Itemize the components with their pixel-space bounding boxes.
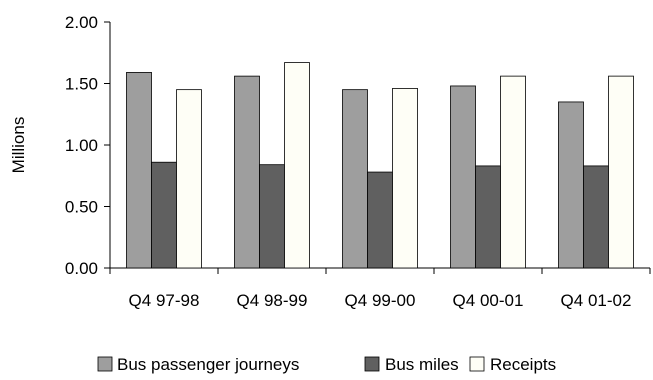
bars [126, 62, 634, 269]
y-tick-label: 1.50 [65, 75, 98, 94]
legend-swatch-bus-miles [364, 356, 380, 372]
x-axis: Q4 97-98 Q4 98-99 Q4 99-00 Q4 00-01 Q4 01-02 [109, 267, 651, 310]
legend-swatch-bus-passenger-journeys [97, 356, 113, 372]
bar-receipts [176, 89, 202, 269]
y-axis-label: Millions [9, 117, 28, 174]
bar-receipts [284, 62, 310, 269]
x-tick-label: Q4 97-98 [129, 291, 200, 310]
bar-bus-miles [367, 171, 393, 269]
x-tick-label: Q4 00-01 [453, 291, 524, 310]
y-tick-label: 0.00 [65, 259, 98, 278]
legend-swatch-receipts [469, 356, 485, 372]
bar-bus-passenger-journeys [558, 101, 584, 269]
y-axis: 0.00 0.50 1.00 1.50 2.00 [65, 13, 111, 278]
bar-bus-passenger-journeys [234, 75, 260, 269]
legend-label: Receipts [490, 355, 556, 374]
bar-bus-miles [475, 165, 501, 269]
bar-receipts [392, 88, 418, 269]
legend: Bus passenger journeys Bus miles Receipts [97, 355, 556, 374]
legend-label: Bus passenger journeys [117, 355, 299, 374]
bar-bus-miles [259, 164, 285, 269]
legend-label: Bus miles [385, 355, 459, 374]
y-tick-label: 1.00 [65, 136, 98, 155]
y-tick-label: 2.00 [65, 13, 98, 32]
bar-bus-passenger-journeys [450, 85, 476, 269]
y-tick-label: 0.50 [65, 198, 98, 217]
x-tick-label: Q4 01-02 [561, 291, 632, 310]
bar-bus-miles [151, 161, 177, 269]
x-tick-label: Q4 99-00 [345, 291, 416, 310]
bar-bus-miles [583, 165, 609, 269]
bar-receipts [500, 75, 526, 269]
bar-bus-passenger-journeys [342, 89, 368, 269]
x-tick-label: Q4 98-99 [237, 291, 308, 310]
bar-receipts [608, 75, 634, 269]
bar-bus-passenger-journeys [126, 72, 152, 269]
